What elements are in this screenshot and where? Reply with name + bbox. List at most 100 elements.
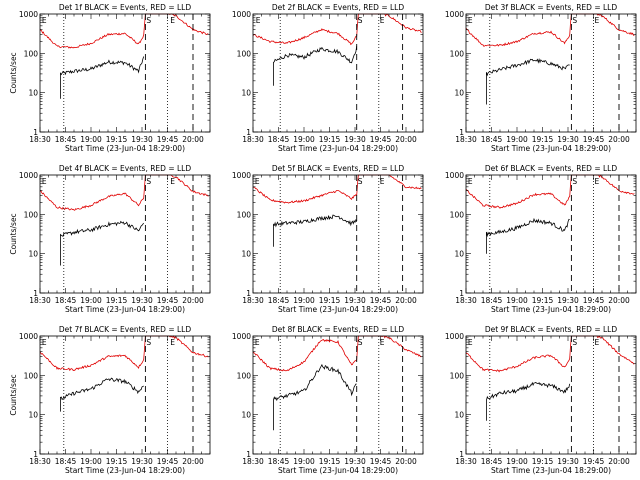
x-tick-label: 20:00 bbox=[608, 457, 630, 466]
x-axis-label: Start Time (23-Jun-04 18:29:00) bbox=[278, 144, 398, 153]
x-axis-label: Start Time (23-Jun-04 18:29:00) bbox=[278, 466, 398, 475]
y-tick-label: 1 bbox=[459, 450, 464, 459]
x-tick-label: 20:00 bbox=[182, 457, 204, 466]
x-tick-label: 19:15 bbox=[319, 296, 341, 305]
y-tick-label: 1 bbox=[459, 289, 464, 298]
x-tick-label: 18:30 bbox=[29, 135, 51, 144]
x-tick-label: 19:00 bbox=[506, 457, 528, 466]
interval-marker-label: S bbox=[146, 338, 151, 347]
series-lld-line bbox=[39, 174, 209, 211]
x-tick-label: 18:45 bbox=[268, 457, 290, 466]
x-tick-label: 19:45 bbox=[370, 296, 392, 305]
panel-9f: Det 9f BLACK = Events, RED = LLD E S E 1 10 10… bbox=[445, 325, 637, 475]
x-tick-label: 19:30 bbox=[344, 135, 366, 144]
interval-marker-label: E bbox=[170, 177, 175, 186]
x-axis-label: Start Time (23-Jun-04 18:29:00) bbox=[65, 144, 185, 153]
plot-frame bbox=[39, 335, 211, 455]
x-tick-label: 19:00 bbox=[80, 457, 102, 466]
plot-frame bbox=[465, 335, 637, 455]
panel-title: Det 9f BLACK = Events, RED = LLD bbox=[485, 325, 618, 334]
panel-1f: Det 1f BLACK = Events, RED = LLD E S E 1 10 10… bbox=[9, 3, 211, 153]
x-tick-label: 19:45 bbox=[583, 457, 605, 466]
x-tick-label: 19:00 bbox=[293, 135, 315, 144]
y-tick-label: 10 bbox=[28, 250, 38, 259]
panel-7f: Det 7f BLACK = Events, RED = LLD E S E 1 10 10… bbox=[9, 325, 211, 475]
x-tick-label: 18:45 bbox=[55, 457, 77, 466]
panel-6f: Det 6f BLACK = Events, RED = LLD E S E 1 10 10… bbox=[445, 164, 637, 314]
y-tick-label: 1 bbox=[33, 450, 38, 459]
y-tick-label: 10 bbox=[454, 89, 464, 98]
x-tick-label: 20:00 bbox=[395, 457, 417, 466]
x-tick-label: 19:30 bbox=[131, 135, 153, 144]
y-tick-label: 100 bbox=[450, 49, 465, 58]
y-tick-label: 1000 bbox=[232, 10, 251, 19]
x-tick-label: 20:00 bbox=[395, 135, 417, 144]
x-tick-label: 18:45 bbox=[268, 135, 290, 144]
series-lld-line bbox=[465, 13, 635, 47]
series-lld-line bbox=[39, 13, 209, 49]
series-events-line bbox=[486, 381, 571, 421]
y-tick-label: 100 bbox=[450, 210, 465, 219]
y-tick-label: 1000 bbox=[232, 332, 251, 341]
y-tick-label: 1 bbox=[33, 128, 38, 137]
interval-marker-label: E bbox=[42, 177, 47, 186]
x-tick-label: 19:30 bbox=[344, 296, 366, 305]
interval-marker-label: E bbox=[255, 338, 260, 347]
interval-marker-label: S bbox=[358, 338, 363, 347]
series-lld-line bbox=[252, 174, 422, 204]
x-tick-label: 20:00 bbox=[182, 296, 204, 305]
x-tick-label: 18:30 bbox=[29, 296, 51, 305]
y-tick-label: 100 bbox=[24, 49, 39, 58]
interval-marker-label: S bbox=[572, 338, 577, 347]
x-tick-label: 20:00 bbox=[182, 135, 204, 144]
interval-marker-label: S bbox=[358, 16, 363, 25]
x-tick-label: 18:45 bbox=[481, 135, 503, 144]
panel-title: Det 6f BLACK = Events, RED = LLD bbox=[485, 164, 618, 173]
x-tick-label: 19:15 bbox=[532, 457, 554, 466]
x-axis-label: Start Time (23-Jun-04 18:29:00) bbox=[491, 466, 611, 475]
x-tick-label: 19:45 bbox=[157, 135, 179, 144]
x-axis-label: Start Time (23-Jun-04 18:29:00) bbox=[65, 466, 185, 475]
interval-marker-label: E bbox=[170, 16, 175, 25]
x-tick-label: 20:00 bbox=[608, 296, 630, 305]
x-tick-label: 18:45 bbox=[55, 296, 77, 305]
y-tick-label: 10 bbox=[241, 411, 251, 420]
x-tick-label: 19:15 bbox=[319, 135, 341, 144]
y-tick-label: 10 bbox=[241, 89, 251, 98]
x-tick-label: 18:30 bbox=[29, 457, 51, 466]
plot-frame bbox=[252, 335, 424, 455]
interval-marker-label: E bbox=[256, 16, 261, 25]
y-tick-label: 1000 bbox=[232, 171, 251, 180]
interval-marker-label: S bbox=[146, 177, 151, 186]
x-tick-label: 19:00 bbox=[80, 135, 102, 144]
x-tick-label: 19:15 bbox=[106, 457, 128, 466]
x-tick-label: 19:45 bbox=[157, 296, 179, 305]
interval-marker-label: E bbox=[468, 16, 473, 25]
plot-frame bbox=[252, 174, 424, 294]
x-tick-label: 18:30 bbox=[242, 296, 264, 305]
y-tick-label: 1000 bbox=[19, 332, 38, 341]
series-events-line bbox=[60, 220, 144, 266]
y-axis-label: Counts/sec bbox=[9, 52, 18, 93]
y-tick-label: 10 bbox=[454, 250, 464, 259]
x-tick-label: 19:15 bbox=[106, 135, 128, 144]
y-tick-label: 1000 bbox=[445, 10, 464, 19]
interval-marker-label: E bbox=[42, 338, 47, 347]
series-lld-line bbox=[39, 335, 209, 372]
panel-3f: Det 3f BLACK = Events, RED = LLD E S E 1 10 10… bbox=[445, 3, 637, 153]
y-tick-label: 1000 bbox=[445, 171, 464, 180]
x-tick-label: 19:30 bbox=[557, 135, 579, 144]
y-tick-label: 100 bbox=[237, 371, 252, 380]
x-tick-label: 20:00 bbox=[395, 296, 417, 305]
x-axis-label: Start Time (23-Jun-04 18:29:00) bbox=[65, 305, 185, 314]
x-tick-label: 18:45 bbox=[481, 457, 503, 466]
y-tick-label: 100 bbox=[450, 371, 465, 380]
interval-marker-label: E bbox=[170, 338, 175, 347]
panel-4f: Det 4f BLACK = Events, RED = LLD E S E 1 10 10… bbox=[9, 164, 211, 314]
y-tick-label: 100 bbox=[237, 49, 252, 58]
series-events-line bbox=[273, 46, 358, 86]
x-tick-label: 18:45 bbox=[55, 135, 77, 144]
x-tick-label: 19:30 bbox=[557, 296, 579, 305]
interval-marker-label: E bbox=[468, 177, 473, 186]
x-tick-label: 19:00 bbox=[506, 135, 528, 144]
